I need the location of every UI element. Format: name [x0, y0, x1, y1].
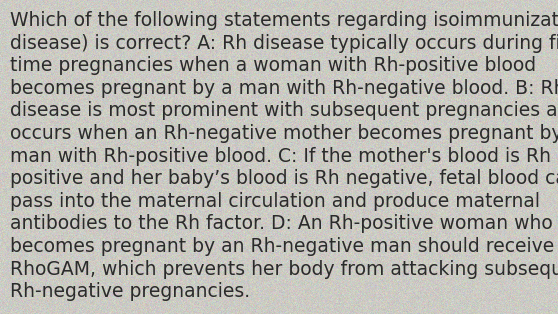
Text: Which of the following statements regarding isoimmunization (Rh: Which of the following statements regard…	[10, 11, 558, 30]
Text: pass into the maternal circulation and produce maternal: pass into the maternal circulation and p…	[10, 192, 540, 211]
Text: becomes pregnant by an Rh-negative man should receive: becomes pregnant by an Rh-negative man s…	[10, 237, 554, 256]
Text: antibodies to the Rh factor. D: An Rh-positive woman who: antibodies to the Rh factor. D: An Rh-po…	[10, 214, 553, 234]
Text: disease) is correct? A: Rh disease typically occurs during first-: disease) is correct? A: Rh disease typic…	[10, 34, 558, 53]
Text: positive and her baby’s blood is Rh negative, fetal blood can: positive and her baby’s blood is Rh nega…	[10, 169, 558, 188]
Text: time pregnancies when a woman with Rh-positive blood: time pregnancies when a woman with Rh-po…	[10, 56, 536, 75]
Text: disease is most prominent with subsequent pregnancies and: disease is most prominent with subsequen…	[10, 101, 558, 121]
Text: Rh-negative pregnancies.: Rh-negative pregnancies.	[10, 282, 250, 301]
Text: becomes pregnant by a man with Rh-negative blood. B: Rh: becomes pregnant by a man with Rh-negati…	[10, 79, 558, 98]
Text: man with Rh-positive blood. C: If the mother's blood is Rh: man with Rh-positive blood. C: If the mo…	[10, 147, 551, 166]
Text: occurs when an Rh-negative mother becomes pregnant by a: occurs when an Rh-negative mother become…	[10, 124, 558, 143]
Text: RhoGAM, which prevents her body from attacking subsequent: RhoGAM, which prevents her body from att…	[10, 260, 558, 279]
